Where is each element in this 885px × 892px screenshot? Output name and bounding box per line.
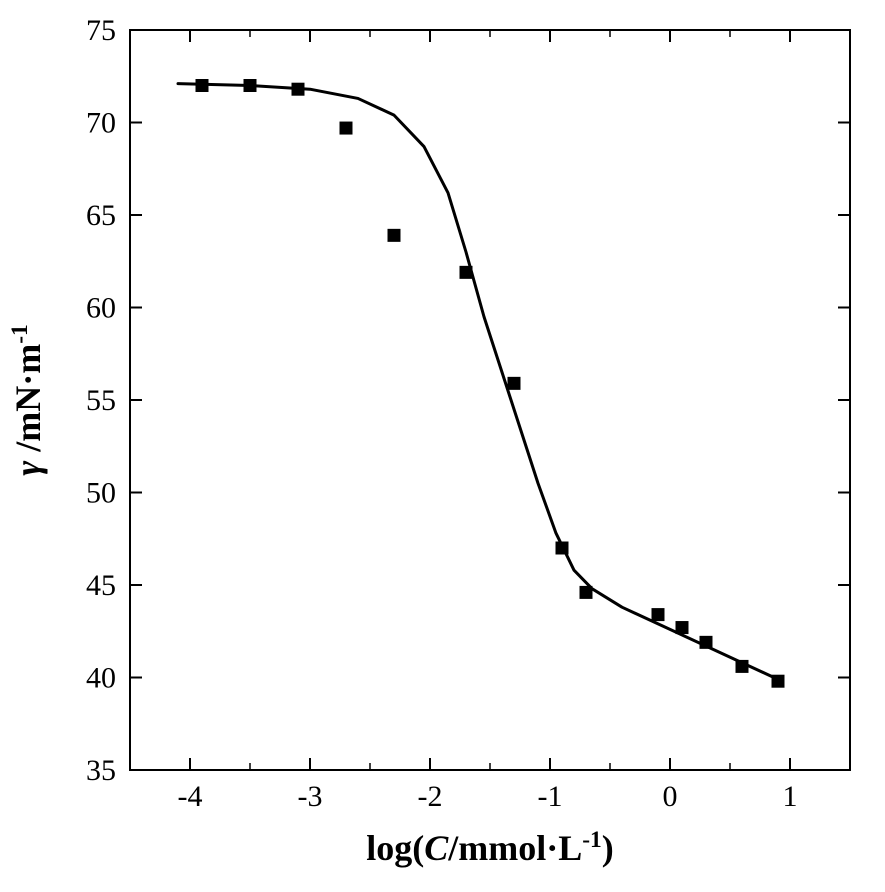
- x-tick-label: 1: [783, 780, 798, 813]
- surface-tension-chart: -4 -3 -2 -1 0 1 35 40 45 50 55 60 65 70 75 log(C/mmol·L…: [0, 0, 885, 892]
- data-point: [700, 636, 713, 649]
- y-tick-label: 65: [86, 199, 116, 232]
- y-tick-label: 45: [86, 569, 116, 602]
- data-point: [196, 79, 209, 92]
- y-tick-label: 70: [86, 107, 116, 140]
- data-point: [580, 586, 593, 599]
- x-axis-label: log(C/mmol·L-1): [366, 827, 614, 868]
- data-point: [508, 377, 521, 390]
- fit-curve: [178, 84, 778, 680]
- chart-container: -4 -3 -2 -1 0 1 35 40 45 50 55 60 65 70 75 log(C/mmol·L…: [0, 0, 885, 892]
- y-tick-label: 35: [86, 754, 116, 787]
- data-point: [556, 542, 569, 555]
- plot-frame: [130, 30, 850, 770]
- data-point: [652, 608, 665, 621]
- data-point: [772, 675, 785, 688]
- data-point: [676, 621, 689, 634]
- data-point: [340, 122, 353, 135]
- data-point: [460, 266, 473, 279]
- data-point: [388, 229, 401, 242]
- x-tick-label: -1: [538, 780, 563, 813]
- y-tick-label: 75: [86, 14, 116, 47]
- data-point: [292, 83, 305, 96]
- x-tick-label: 0: [663, 780, 678, 813]
- y-axis-label: γ /mN·m-1: [7, 324, 48, 475]
- y-tick-label: 50: [86, 477, 116, 510]
- x-tick-label: -2: [418, 780, 443, 813]
- x-tick-label: -4: [178, 780, 203, 813]
- data-point: [244, 79, 257, 92]
- y-tick-label: 60: [86, 292, 116, 325]
- x-tick-label: -3: [298, 780, 323, 813]
- y-tick-label: 55: [86, 384, 116, 417]
- y-tick-label: 40: [86, 662, 116, 695]
- data-point: [736, 660, 749, 673]
